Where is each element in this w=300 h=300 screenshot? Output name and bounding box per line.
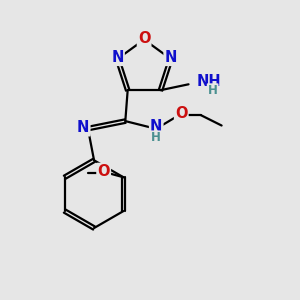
Text: N: N	[164, 50, 177, 65]
Text: O: O	[98, 164, 110, 179]
Text: O: O	[138, 31, 150, 46]
Text: H: H	[151, 131, 161, 144]
Text: H: H	[208, 84, 218, 97]
Text: NH: NH	[197, 74, 221, 89]
Text: N: N	[77, 120, 89, 135]
Text: O: O	[175, 106, 188, 121]
Text: N: N	[111, 50, 124, 65]
Text: N: N	[150, 118, 162, 134]
